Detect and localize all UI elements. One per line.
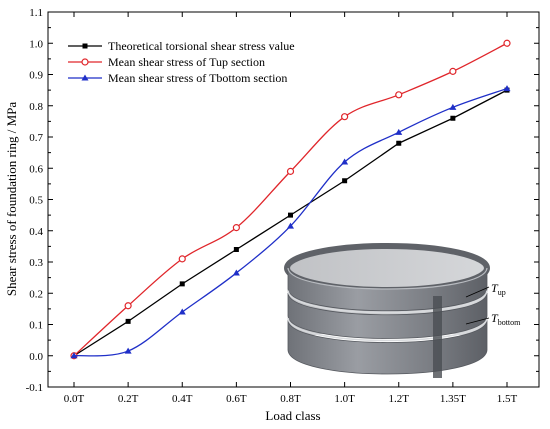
- series-3-point: [449, 103, 457, 110]
- tup-label: Tup: [491, 281, 506, 297]
- y-tick-label: 0.2: [29, 288, 43, 300]
- x-tick-label: 0.0T: [64, 393, 85, 405]
- foundation-ring-illustration: Tup Tbottom: [284, 243, 521, 378]
- y-tick-label: -0.1: [26, 382, 43, 394]
- series-2-point: [449, 67, 457, 75]
- series-1-point: [396, 140, 402, 146]
- series-2-point: [124, 302, 132, 310]
- series-3: [70, 85, 511, 359]
- series-1-point: [288, 212, 293, 218]
- series-1-point: [342, 178, 348, 184]
- y-axis: -0.1 0.0 0.1 0.2 0.3 0.4 0.5 0.6 0.7 0.8 0.9 1.0 1.1: [26, 7, 539, 394]
- series-1-point: [450, 115, 456, 121]
- series-3-point: [395, 128, 403, 135]
- legend-marker: [81, 58, 89, 66]
- x-tick-label: 1.5T: [497, 393, 518, 405]
- y-tick-label: 0.1: [29, 320, 43, 332]
- x-tick-label: 1.0T: [334, 393, 355, 405]
- y-axis-label: Shear stress of foundation ring / MPa: [4, 102, 19, 296]
- series-2-point: [286, 167, 295, 175]
- y-tick-label: 0.8: [29, 101, 43, 113]
- y-tick-label: 1.0: [29, 38, 43, 50]
- y-tick-label: 0.4: [29, 226, 43, 238]
- series-2-point: [341, 113, 349, 121]
- series-3-point: [232, 269, 240, 276]
- series-2-point: [395, 91, 403, 99]
- x-axis: 0.0T 0.2T 0.4T 0.6T 0.8T 1.0T 1.2T 1.35T 1.5T: [64, 12, 518, 405]
- x-tick-label: 0.2T: [118, 393, 139, 405]
- series-3-point: [70, 352, 78, 359]
- series-2: [70, 39, 511, 360]
- legend-marker: [82, 43, 88, 49]
- y-tick-label: 0.7: [29, 132, 43, 144]
- tbottom-label: Tbottom: [491, 311, 521, 327]
- series-3-point: [178, 308, 186, 315]
- series-3-point: [124, 347, 132, 354]
- series-2-point: [503, 39, 511, 47]
- series-1-point: [179, 281, 185, 287]
- series-3-point: [287, 222, 294, 229]
- x-axis-label: Load class: [265, 408, 320, 423]
- legend-label: Mean shear stress of Tbottom section: [108, 71, 287, 85]
- y-tick-label: 1.1: [29, 7, 43, 19]
- legend-label: Mean shear stress of Tup section: [108, 55, 265, 69]
- x-tick-label: 1.35T: [440, 393, 466, 405]
- y-tick-label: 0.9: [29, 70, 43, 82]
- legend-marker: [81, 74, 89, 81]
- x-tick-label: 1.2T: [389, 393, 410, 405]
- series-layer: [70, 39, 511, 360]
- y-tick-label: 0.3: [29, 257, 43, 269]
- legend-label: Theoretical torsional shear stress value: [108, 39, 295, 53]
- series-1-point: [125, 318, 131, 324]
- series-3-point: [341, 158, 349, 165]
- series-2-point: [178, 255, 186, 263]
- y-tick-label: 0.0: [29, 351, 43, 363]
- series-2-point: [232, 224, 240, 232]
- x-tick-label: 0.6T: [226, 393, 247, 405]
- y-tick-label: 0.5: [29, 195, 43, 207]
- series-1-point: [233, 247, 239, 252]
- x-tick-label: 0.8T: [280, 393, 301, 405]
- legend: Theoretical torsional shear stress value…: [68, 39, 295, 85]
- x-tick-label: 0.4T: [172, 393, 193, 405]
- y-tick-label: 0.6: [29, 163, 43, 175]
- series-3-point: [503, 85, 511, 92]
